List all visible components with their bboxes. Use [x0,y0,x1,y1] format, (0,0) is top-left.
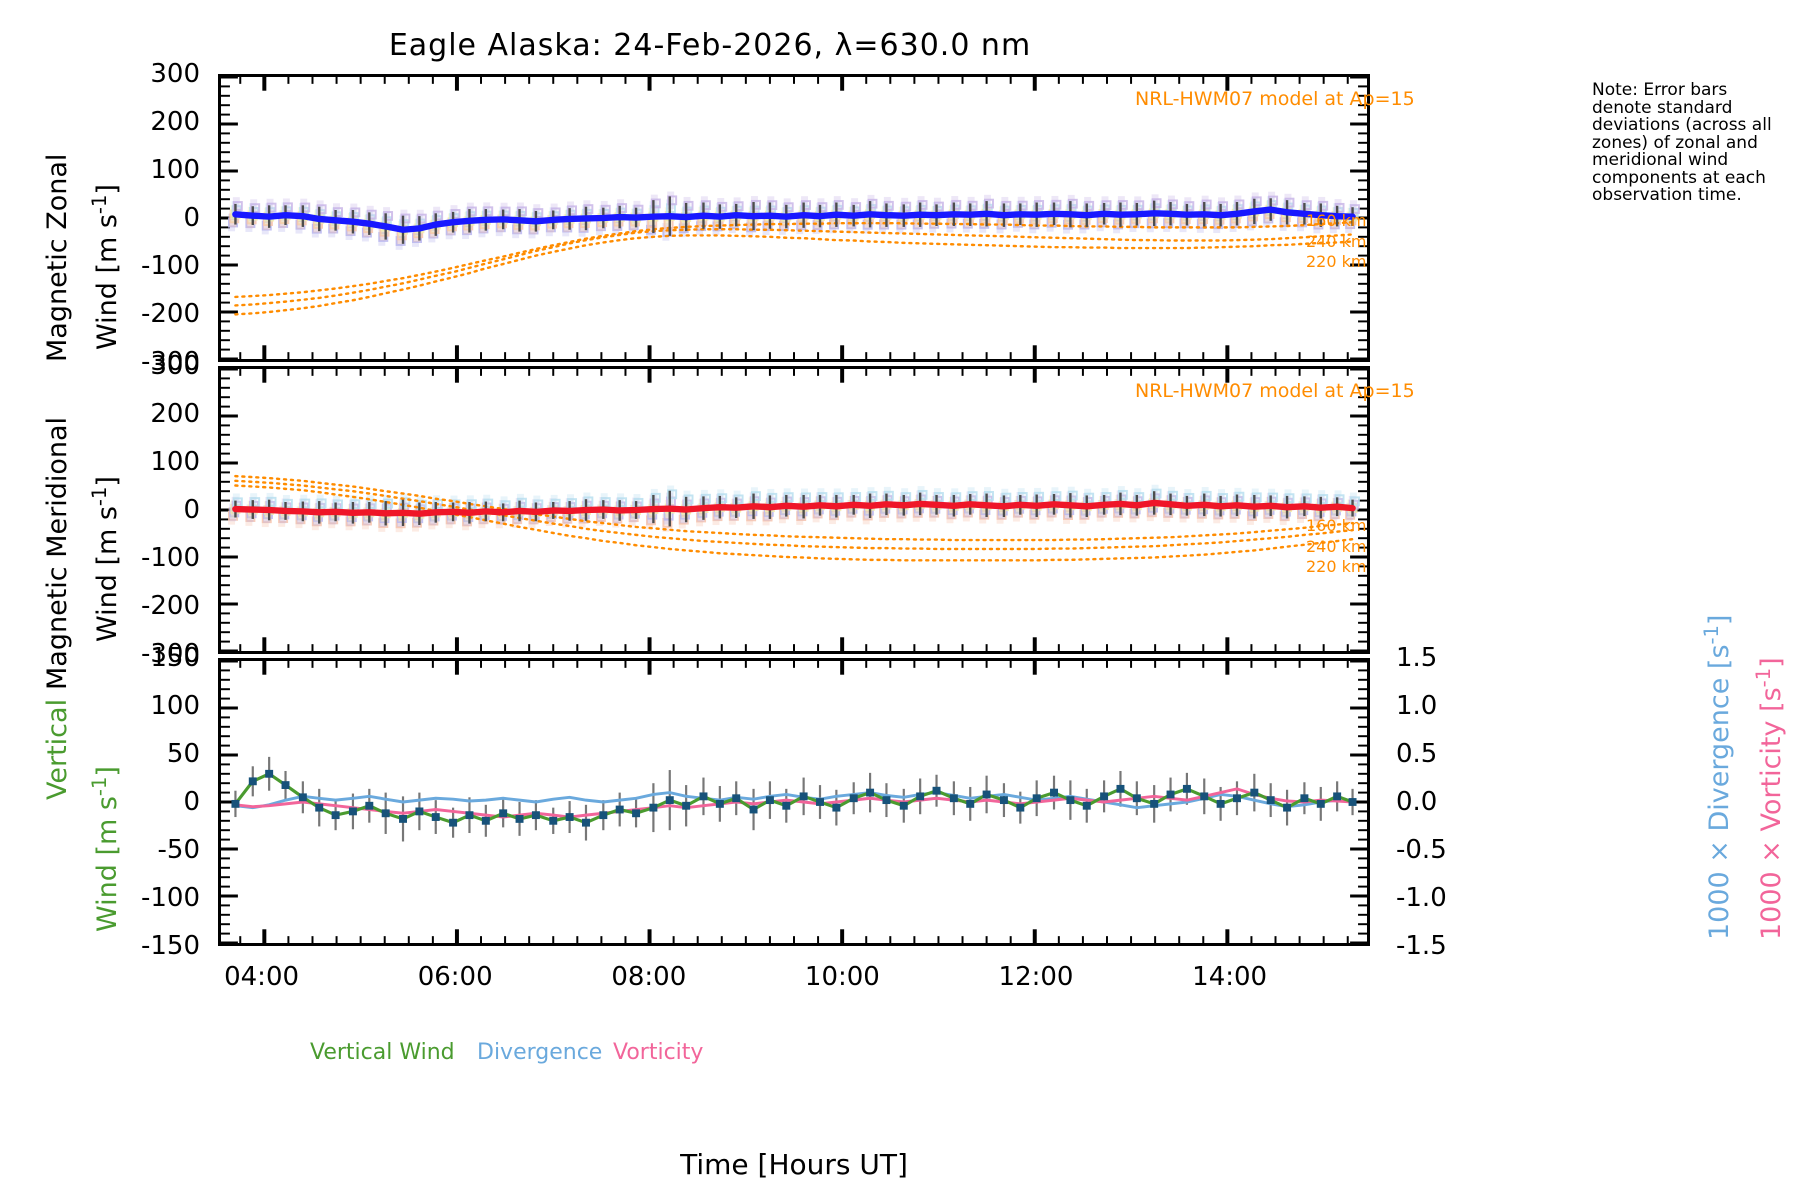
xtick-label: 10:00 [804,962,880,992]
xtick-label: 12:00 [998,962,1074,992]
ytick-label: 100 [150,691,200,721]
yaxis-units-meridional: Wind [m s-1] [88,476,123,642]
ytick-label: -100 [140,883,200,913]
xtick-label: 04:00 [224,962,300,992]
yaxis-units-zonal-exp: -1 [88,194,111,215]
ytick-label: 0.0 [1396,787,1438,817]
legend-item-vorticity: Vorticity [613,1040,704,1065]
ytick-label: 150 [150,643,200,673]
ytick-label: 1.5 [1396,643,1438,673]
legend-item-vertical-wind: Vertical Wind [310,1040,455,1065]
ytick-label: -300 [140,347,200,377]
panel-magnetic-meridional [218,366,1370,654]
yaxis-title-meridional-l1: Magnetic Meridional [42,416,73,690]
xtick-label: 08:00 [611,962,687,992]
alt-label-meridional-240: 240 km [1306,537,1367,556]
ytick-label: -50 [157,835,200,865]
ytick-label: -0.5 [1396,835,1447,865]
yaxis-title-divergence-exp: -1 [1700,625,1723,645]
ytick-label: -100 [140,251,200,281]
ytick-label: 300 [150,351,200,381]
yaxis-units-meridional-text: Wind [m s [92,506,123,642]
xaxis-title: Time [Hours UT] [680,1148,908,1181]
yaxis-units-vertical-text: Wind [m s [92,796,123,932]
yaxis-title-zonal-l1: Magnetic Zonal [42,153,73,362]
alt-label-meridional-160: 160 km [1306,516,1367,535]
panel-magnetic-zonal [218,74,1370,362]
plot-area-zonal [221,77,1367,359]
yaxis-title-vertical-l1: Vertical [42,698,73,800]
ytick-label: 200 [150,399,200,429]
legend-item-divergence: Divergence [477,1040,603,1065]
ytick-label: 50 [166,739,200,769]
alt-label-zonal-160: 160 km [1306,211,1367,230]
ytick-label: -200 [140,591,200,621]
ytick-label: 0 [183,203,200,233]
panel-vertical-wind [218,658,1370,946]
yaxis-units-meridional-exp: -1 [88,486,111,507]
xtick-label: 06:00 [417,962,493,992]
yaxis-units-zonal-text: Wind [m s [92,214,123,350]
yaxis-units-zonal: Wind [m s-1] [88,184,123,350]
ytick-label: 300 [150,59,200,89]
yaxis-title-divergence-text: 1000 × Divergence [s [1704,644,1735,940]
ytick-label: 0 [183,787,200,817]
yaxis-units-meridional-close: ] [92,476,123,487]
yaxis-title-divergence-close: ] [1704,614,1735,626]
xtick-label: 14:00 [1192,962,1268,992]
ytick-label: -1.0 [1396,883,1447,913]
yaxis-units-vertical: Wind [m s-1] [88,766,123,932]
yaxis-units-vertical-exp: -1 [88,776,111,797]
ytick-label: -1.5 [1396,931,1447,961]
alt-label-zonal-220: 220 km [1306,252,1367,271]
yaxis-title-zonal: Magnetic Zonal [42,154,73,362]
yaxis-title-vorticity-text: 1000 × Vorticity [s [1756,687,1787,940]
yaxis-title-meridional: Magnetic Meridional [42,417,73,690]
alt-label-zonal-240: 240 km [1306,232,1367,251]
yaxis-title-vorticity: 1000 × Vorticity [s-1] [1752,657,1787,940]
yaxis-title-vorticity-close: ] [1756,657,1787,668]
ytick-label: 0 [183,495,200,525]
model-label-zonal: NRL-HWM07 model at Ap=15 [1135,88,1415,110]
ytick-label: -200 [140,299,200,329]
ytick-label: 0.5 [1396,739,1438,769]
yaxis-title-divergence: 1000 × Divergence [s-1] [1700,615,1735,940]
model-label-meridional: NRL-HWM07 model at Ap=15 [1135,380,1415,402]
note-text: Note: Error bars denote standard deviati… [1592,80,1772,205]
yaxis-title-vertical: Vertical [42,699,73,800]
ytick-label: 1.0 [1396,691,1438,721]
ytick-label: -100 [140,543,200,573]
ytick-label: -150 [140,931,200,961]
yaxis-title-vorticity-exp: -1 [1752,667,1775,688]
page-title: Eagle Alaska: 24-Feb-2026, λ=630.0 nm [388,28,1032,63]
ytick-label: 200 [150,107,200,137]
ytick-label: 100 [150,447,200,477]
ytick-label: -300 [140,639,200,669]
plot-area-meridional [221,369,1367,651]
yaxis-units-zonal-close: ] [92,184,123,195]
alt-label-meridional-220: 220 km [1306,557,1367,576]
plot-area-vertical [221,661,1367,943]
yaxis-units-vertical-close: ] [92,766,123,777]
ytick-label: 100 [150,155,200,185]
